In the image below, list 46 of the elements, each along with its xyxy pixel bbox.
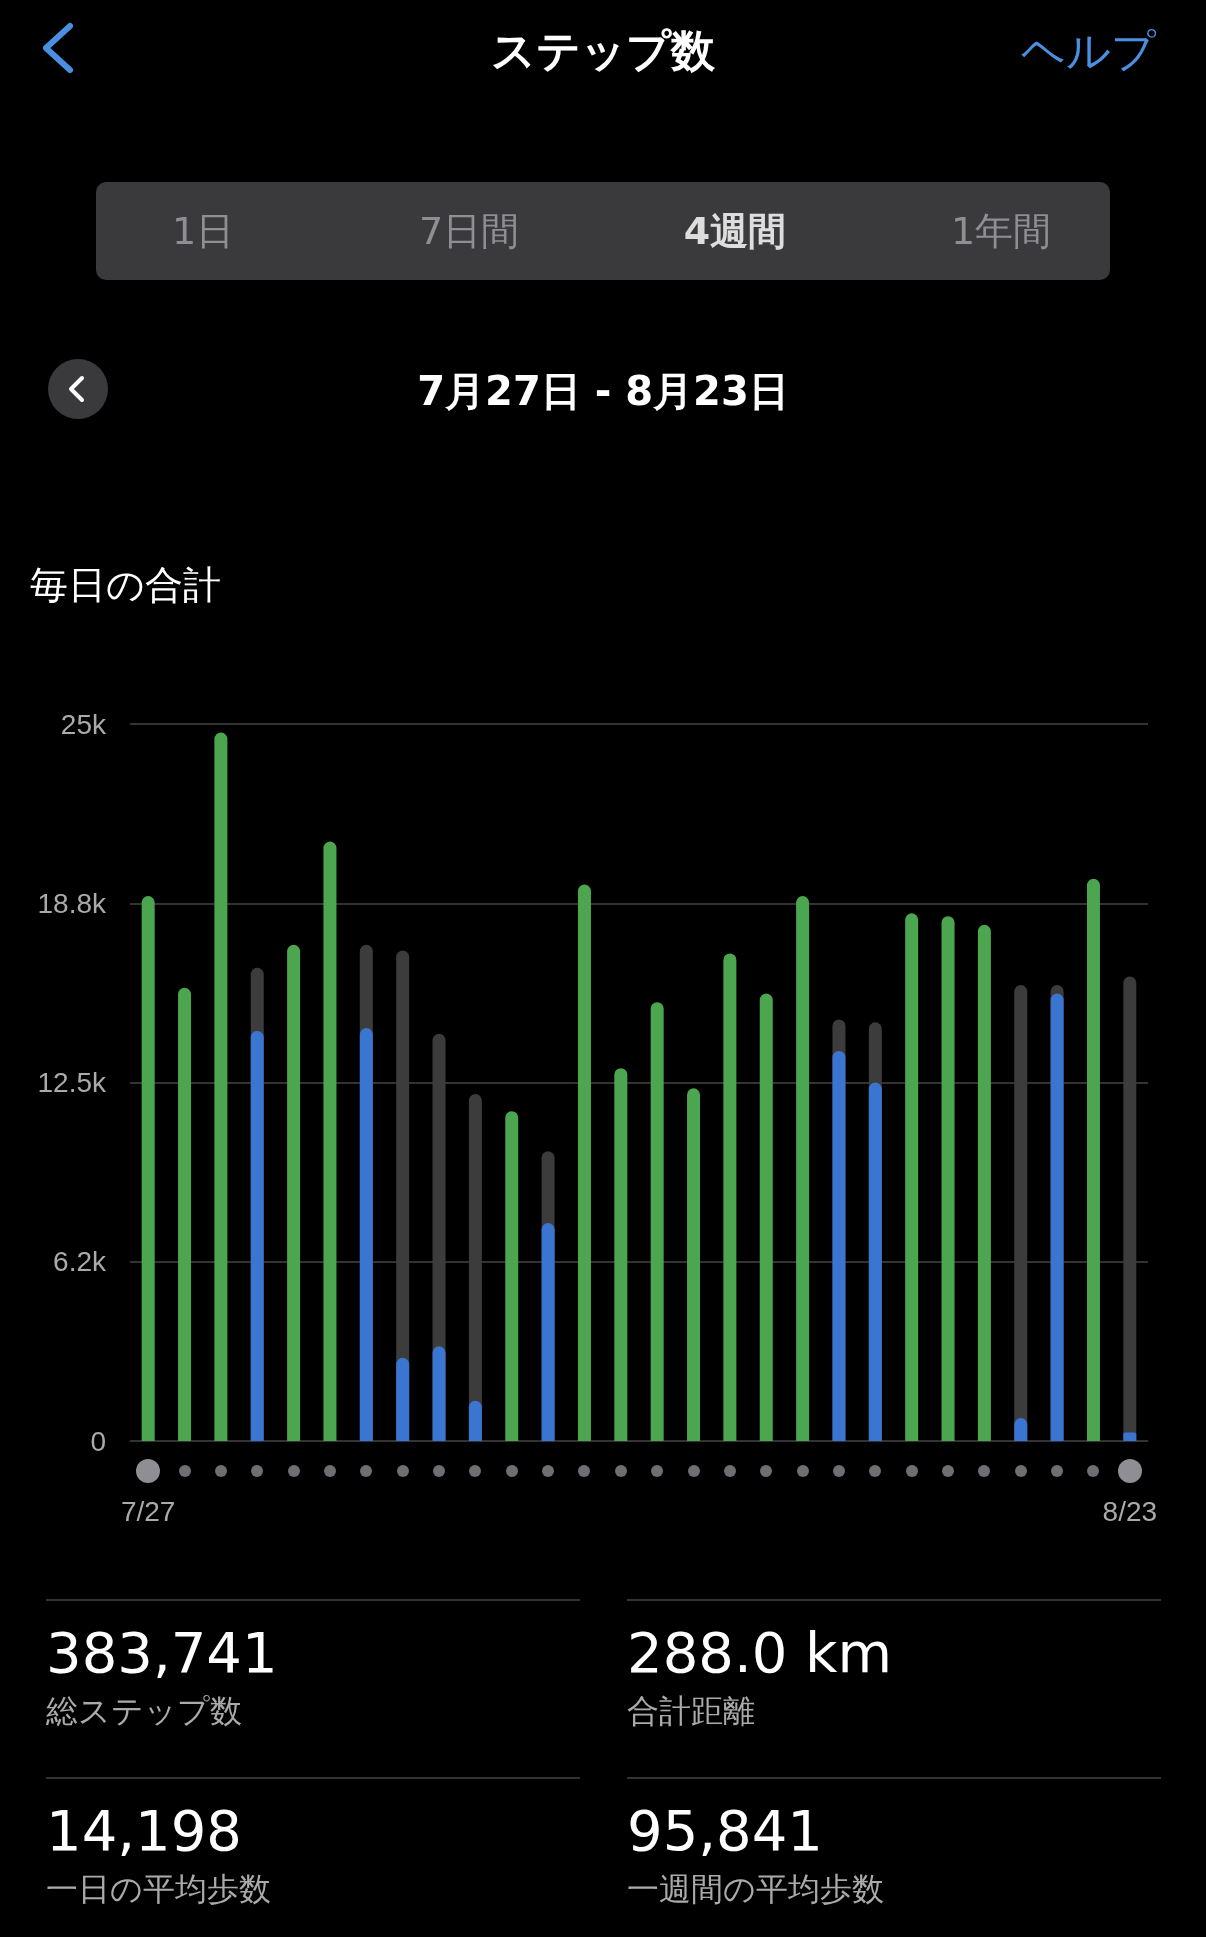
- bar: [941, 916, 955, 1441]
- text: 383,741: [46, 1620, 278, 1685]
- bar: [323, 841, 337, 1441]
- bar: [396, 1357, 410, 1441]
- bar: [687, 1088, 701, 1441]
- text: 14,198: [46, 1798, 242, 1863]
- y-tick-label: 25k: [60, 708, 107, 740]
- text: 一日の平均歩数: [46, 1869, 271, 1910]
- bar: [650, 1002, 664, 1441]
- bar: [468, 1400, 482, 1441]
- text: 7月27日 - 8月23日: [416, 367, 790, 416]
- text: 95,841: [627, 1798, 823, 1863]
- bar: [1123, 1432, 1137, 1441]
- bar: [905, 913, 919, 1441]
- text: 288.0 km: [627, 1620, 893, 1685]
- bar: [359, 1028, 373, 1441]
- text: ヘルプ: [1021, 24, 1156, 78]
- bar: [178, 987, 192, 1441]
- x-tick-label: 7/27: [120, 1495, 176, 1527]
- bar: [577, 884, 591, 1441]
- chart-subtitle: 毎日の合計: [30, 562, 221, 609]
- text: 1日: [170, 208, 236, 255]
- bar: [432, 1346, 446, 1441]
- bar: [541, 1223, 555, 1441]
- y-tick-label: 12.5k: [37, 1067, 107, 1098]
- bar: [214, 732, 228, 1441]
- bar: [723, 953, 737, 1441]
- x-tick-label: 8/23: [1102, 1495, 1158, 1527]
- text: 総ステップ数: [46, 1691, 242, 1732]
- bar: [141, 896, 155, 1441]
- y-tick-label: 6.2k: [53, 1246, 107, 1278]
- text: 一週間の平均歩数: [627, 1869, 884, 1910]
- text: 4週間: [682, 208, 788, 255]
- y-tick-label: 0: [90, 1425, 106, 1457]
- chart-title: ステップ数: [491, 25, 715, 76]
- bar: [505, 1111, 519, 1441]
- bar: [614, 1068, 628, 1441]
- bar: [977, 924, 991, 1441]
- bar: [796, 896, 810, 1441]
- bar: [759, 993, 773, 1441]
- y-tick-label: 18.8k: [37, 887, 107, 919]
- bar: [1086, 878, 1100, 1441]
- text: 合計距離: [627, 1691, 755, 1732]
- text: 1年間: [949, 208, 1053, 255]
- text: 7日間: [417, 208, 521, 255]
- bar: [287, 944, 301, 1441]
